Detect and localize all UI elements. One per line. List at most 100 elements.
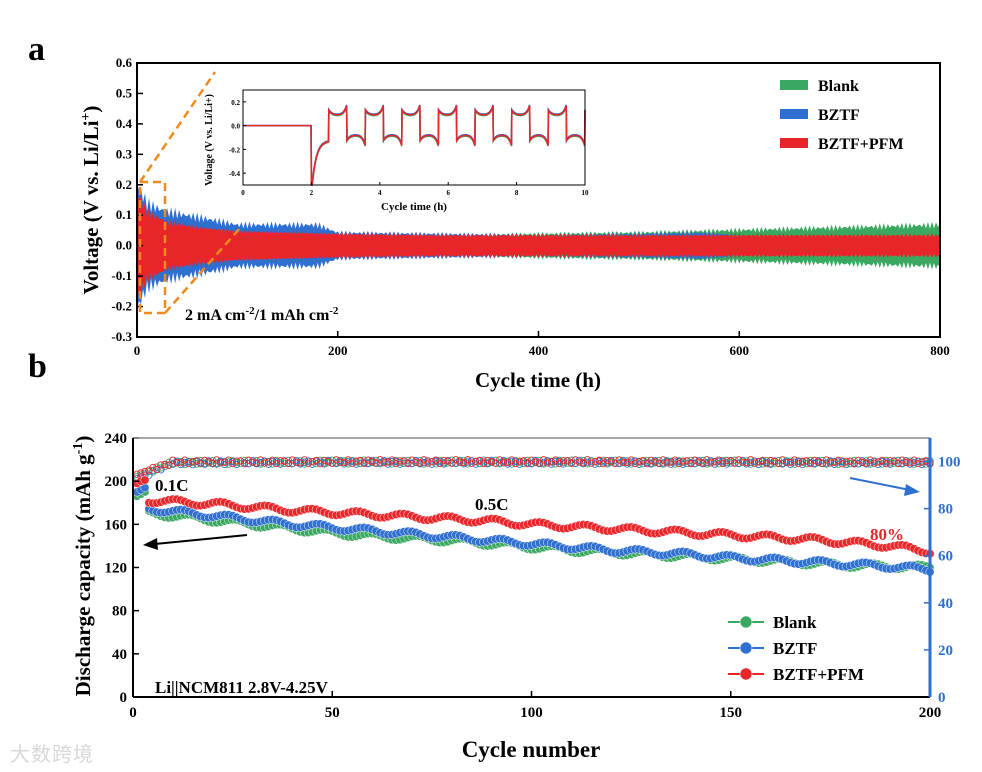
ce-point (452, 456, 460, 464)
inset-y-tick-label: -0.4 (229, 170, 241, 178)
ce-point (221, 460, 229, 469)
ce-point (902, 458, 910, 467)
y-tick-label: 0.6 (116, 55, 133, 70)
legend-swatch-bztf (780, 109, 808, 119)
ce-point (507, 458, 516, 466)
watermark: 大数跨境 (10, 742, 94, 766)
ce-point (635, 457, 643, 466)
ce-point (846, 457, 854, 465)
inset-frame (242, 89, 586, 186)
ce-point (778, 459, 787, 468)
inset-line-bztf-pfm (243, 105, 586, 186)
y-tick-label: -0.3 (111, 329, 132, 344)
ce-point (217, 459, 225, 467)
y-tick-label: 120 (105, 561, 128, 577)
series-blank (132, 456, 935, 574)
ce-point (264, 458, 273, 466)
ce-point (380, 459, 388, 467)
ce-point (754, 457, 763, 466)
ce-point (336, 458, 344, 467)
ce-point (874, 458, 882, 466)
y-tick-label: 0.5 (116, 85, 133, 100)
ce-point (798, 457, 807, 465)
ce-point (842, 457, 850, 465)
ce-point (232, 457, 241, 465)
ce-point (408, 456, 416, 464)
y-tick-label: 0.4 (116, 116, 133, 131)
ce-point (695, 458, 703, 466)
ce-point (543, 459, 552, 467)
ce-point (563, 457, 572, 465)
ce-point (511, 459, 520, 468)
ce-point (173, 459, 181, 467)
ce-point (224, 458, 233, 466)
ce-point (165, 461, 173, 469)
ce-point (177, 460, 185, 469)
ce-point (484, 456, 492, 465)
ce-point (332, 459, 340, 467)
ce-point (392, 459, 400, 468)
y-tick-label: 0.3 (116, 146, 133, 161)
ce-point (153, 465, 161, 474)
panel-b-legend: Blank BZTF BZTF+PFM (728, 613, 864, 684)
ce-point (547, 458, 556, 466)
panel-a-x-axis-label: Cycle time (h) (475, 368, 601, 392)
y2-tick-label: 100 (938, 455, 961, 471)
legend-label: Blank (773, 613, 817, 632)
ce-point (747, 458, 755, 467)
ce-point (503, 458, 512, 467)
x-tick-label: 0 (134, 343, 141, 358)
ce-point (352, 457, 360, 465)
right-axis-arrow (849, 477, 920, 496)
panel-b-plot: 0 50 100 150 2000408012016020024002040608010… (105, 431, 961, 721)
ce-point (248, 458, 257, 466)
ce-point (280, 457, 289, 465)
ce-point (495, 459, 504, 467)
ce-point (472, 457, 480, 466)
ce-point (137, 469, 145, 477)
y-tick-label: 40 (112, 647, 127, 663)
ce-point (667, 458, 675, 466)
inset-x-axis-label: Cycle time (h) (381, 201, 447, 213)
ce-point (711, 458, 719, 466)
x-tick-label: 400 (529, 343, 549, 358)
ce-point (324, 457, 332, 466)
inset-x-tick-label: 2 (310, 189, 314, 197)
ce-point (376, 459, 384, 467)
ce-point (420, 458, 428, 467)
ce-point (675, 459, 683, 468)
y-tick-label: -0.1 (111, 268, 132, 283)
legend-marker-bztf-pfm (739, 667, 753, 681)
x-tick-label: 0 (129, 705, 137, 721)
ce-point (157, 461, 165, 469)
ce-point (221, 458, 229, 466)
inset-y-tick-label: 0.0 (231, 123, 240, 131)
ce-point (141, 467, 149, 476)
ce-point (515, 457, 524, 465)
panel-a-plot: 0 200 400 600 800 -0.3 -0.2 -0.1 0.0 0.1 0.2 0.3 0.4… (111, 55, 949, 358)
ce-point (332, 456, 340, 464)
ce-point (551, 456, 560, 464)
ce-point (794, 459, 803, 468)
panel-label-a: a (28, 31, 45, 68)
ce-point (228, 459, 237, 468)
ce-point (707, 459, 715, 467)
x-tick-label: 800 (930, 343, 950, 358)
y-tick-label: -0.2 (111, 299, 132, 314)
y-tick-label: 0.0 (116, 238, 132, 253)
ce-point (739, 458, 747, 466)
legend-label: BZTF (818, 107, 860, 124)
x-tick-label: 50 (325, 705, 340, 721)
x-tick-label: 600 (730, 343, 750, 358)
y2-tick-label: 0 (938, 690, 946, 706)
ce-point (838, 460, 846, 468)
ce-point (304, 459, 312, 467)
ce-point (344, 458, 352, 466)
legend-swatch-bztf-pfm (780, 138, 808, 148)
inset-x-tick-label: 0 (241, 189, 245, 197)
ce-point (400, 457, 408, 465)
ce-point (659, 459, 667, 467)
y2-tick-label: 20 (938, 643, 953, 659)
legend-label: BZTF+PFM (773, 665, 864, 684)
ce-point (914, 459, 922, 468)
